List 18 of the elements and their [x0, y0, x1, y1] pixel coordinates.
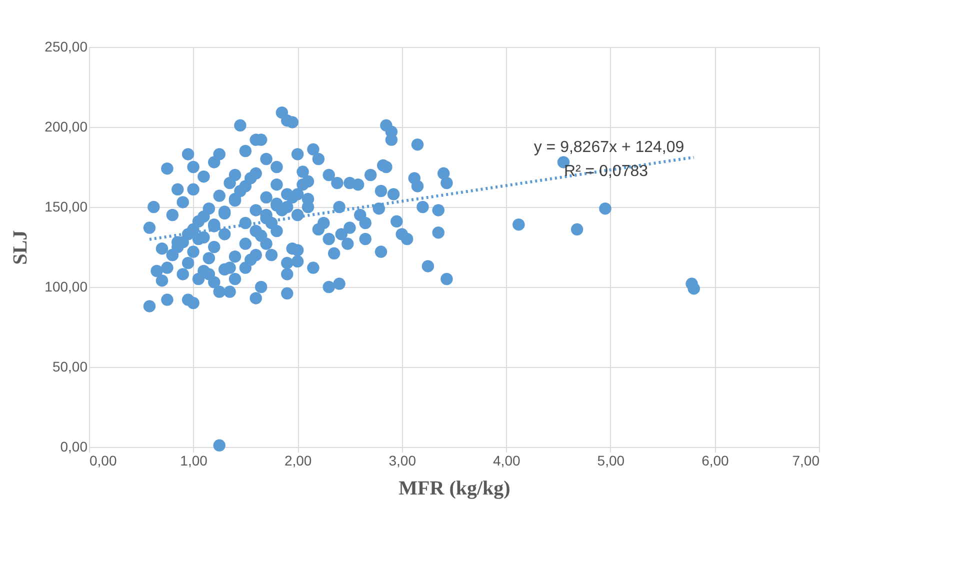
y-axis-title: SLJ — [10, 230, 32, 265]
x-tick-label: 6,00 — [702, 452, 730, 468]
x-tick-label: 1,00 — [180, 452, 208, 468]
x-tick-label: 7,00 — [792, 452, 820, 468]
annotation: R² = 0,0783 — [564, 163, 648, 180]
y-tick-label: 50,00 — [52, 358, 88, 374]
y-tick-label: 150,00 — [44, 198, 88, 214]
x-axis-title: MFR (kg/kg) — [398, 478, 510, 500]
x-tick-label: 0,00 — [90, 452, 117, 468]
x-tick-label: 4,00 — [493, 452, 520, 468]
y-tick-label: 100,00 — [44, 278, 88, 294]
x-tick-label: 2,00 — [284, 452, 312, 468]
x-tick-label: 3,00 — [388, 452, 416, 468]
x-tick-label: 5,00 — [597, 452, 625, 468]
y-tick-label: 200,00 — [44, 118, 88, 134]
annotation: y = 9,8267x + 124,09 — [534, 139, 684, 156]
y-tick-label: 0,00 — [60, 438, 88, 454]
y-tick-label: 250,00 — [44, 38, 88, 54]
